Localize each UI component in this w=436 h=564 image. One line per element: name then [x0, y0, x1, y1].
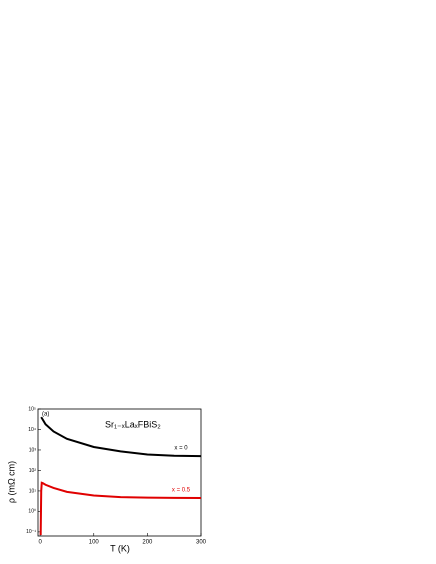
series-label: x = 0 [174, 446, 188, 452]
y-tick-label: 10⁻¹ [26, 529, 36, 535]
y-axis-title: ρ (mΩ cm) [6, 461, 16, 503]
y-tick-label: 10¹ [29, 488, 37, 494]
x-tick-label: 300 [196, 540, 207, 546]
series-label: x = 0.5 [172, 488, 191, 494]
y-tick-label: 10⁰ [28, 509, 36, 515]
y-tick-label: 10² [29, 468, 37, 474]
y-tick-label: 10³ [29, 447, 37, 453]
x-tick-label: 200 [142, 540, 153, 546]
panel-label: (a) [42, 412, 49, 418]
y-tick-label: 10⁵ [28, 406, 36, 412]
series-line [39, 481, 202, 536]
plot-frame [37, 408, 202, 537]
x-axis-title: T (K) [110, 543, 130, 553]
y-tick-label: 10⁴ [28, 427, 36, 433]
x-tick-label: 0 [38, 540, 42, 546]
series-line [40, 416, 202, 458]
x-tick-label: 100 [89, 540, 100, 546]
annotation: Sr₁₋ₓLaₓFBiS₂ [105, 419, 161, 429]
